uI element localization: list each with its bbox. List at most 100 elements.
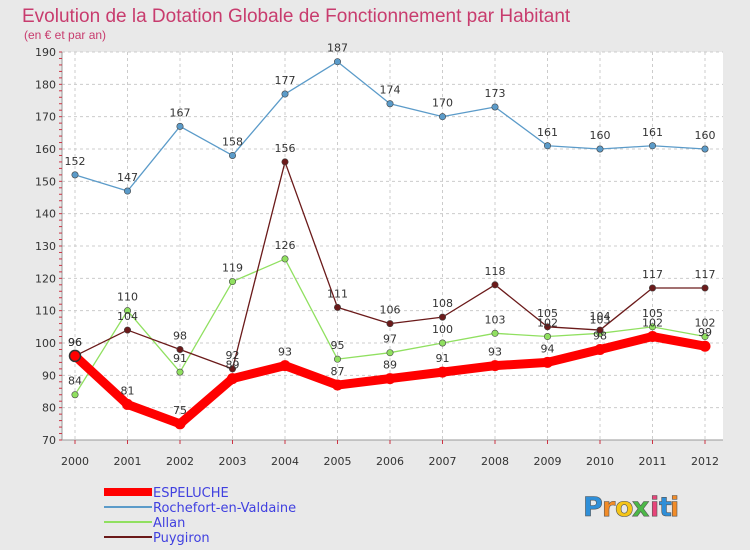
data-point <box>491 329 499 337</box>
logo-letter: o <box>615 492 634 523</box>
data-label: 174 <box>380 84 401 97</box>
data-label: 152 <box>65 155 86 168</box>
logo-letter: r <box>602 492 616 523</box>
legend-label: Rochefort-en-Valdaine <box>153 501 296 516</box>
data-label: 187 <box>327 42 348 55</box>
data-label: 102 <box>695 317 716 330</box>
data-label: 92 <box>226 349 240 362</box>
y-tick-label: 120 <box>35 272 56 285</box>
y-tick-label: 190 <box>35 46 56 59</box>
data-label: 173 <box>485 87 506 100</box>
data-label: 108 <box>432 297 453 310</box>
logo-letter: P <box>583 492 603 523</box>
data-point <box>71 171 79 179</box>
data-point <box>176 345 184 353</box>
x-tick-label: 2009 <box>534 455 562 468</box>
y-tick-label: 140 <box>35 208 56 221</box>
data-point <box>229 365 237 373</box>
data-label: 87 <box>331 365 345 378</box>
data-label: 102 <box>537 317 558 330</box>
data-point <box>386 349 394 357</box>
y-tick-label: 90 <box>42 369 56 382</box>
data-label: 103 <box>590 313 611 326</box>
x-tick-label: 2008 <box>481 455 509 468</box>
data-label: 167 <box>170 106 191 119</box>
data-point <box>648 142 656 150</box>
x-tick-label: 2012 <box>691 455 719 468</box>
data-label: 98 <box>593 329 607 342</box>
data-point <box>229 151 237 159</box>
data-point <box>333 58 341 66</box>
x-tick-label: 2011 <box>639 455 667 468</box>
y-axis-ticks: 70 80 90 100 110 120 130 140 150 160 170 180 190 <box>35 46 62 447</box>
data-label: 91 <box>173 352 187 365</box>
legend-label: Puygiron <box>153 531 210 546</box>
x-tick-label: 2001 <box>114 455 142 468</box>
data-label: 147 <box>117 171 138 184</box>
data-point <box>491 281 499 289</box>
data-point <box>647 331 658 343</box>
data-point <box>333 303 341 311</box>
data-point <box>489 360 501 372</box>
data-point <box>281 255 289 263</box>
data-point-start <box>68 349 82 363</box>
data-label: 96 <box>68 336 82 349</box>
data-point <box>281 158 289 166</box>
data-label: 100 <box>432 323 453 336</box>
chart-subtitle: (en € et par an) <box>24 28 106 42</box>
data-point <box>333 355 341 363</box>
data-point <box>437 366 448 378</box>
data-point <box>699 340 711 352</box>
data-point <box>543 142 551 150</box>
data-point <box>594 343 606 355</box>
data-label: 105 <box>537 307 558 320</box>
y-tick-label: 180 <box>35 78 56 91</box>
data-label: 103 <box>485 313 506 326</box>
gridlines <box>62 51 723 441</box>
data-point <box>542 356 553 368</box>
data-label: 95 <box>331 339 345 352</box>
data-label: 105 <box>642 307 663 320</box>
data-label: 156 <box>275 142 296 155</box>
data-label: 94 <box>541 342 555 355</box>
data-label: 93 <box>488 346 502 359</box>
x-tick-label: 2006 <box>376 455 404 468</box>
data-label: 161 <box>642 126 663 139</box>
data-point <box>384 373 396 385</box>
data-point <box>543 323 551 331</box>
series-group <box>68 58 711 430</box>
data-label: 102 <box>642 317 663 330</box>
y-tick-label: 70 <box>42 434 56 447</box>
data-point <box>648 323 656 331</box>
x-tick-label: 2004 <box>271 455 299 468</box>
data-point <box>701 333 709 341</box>
logo-letter: i <box>650 492 659 523</box>
legend-label: ESPELUCHE <box>153 486 229 501</box>
data-label: 106 <box>380 304 401 317</box>
data-label: 96 <box>68 336 82 349</box>
y-tick-label: 110 <box>35 305 56 318</box>
data-point <box>124 326 132 334</box>
data-point <box>227 373 238 385</box>
y-tick-label: 80 <box>42 402 56 415</box>
data-label: 104 <box>590 310 611 323</box>
data-label: 81 <box>121 384 135 397</box>
x-tick-label: 2005 <box>324 455 352 468</box>
data-point <box>648 284 656 292</box>
data-point <box>438 313 446 321</box>
data-point <box>279 360 291 372</box>
data-label: 99 <box>698 326 712 339</box>
data-label: 111 <box>327 287 348 300</box>
legend: ESPELUCHERochefort-en-ValdaineAllanPuygi… <box>104 486 296 546</box>
data-label: 119 <box>222 262 243 275</box>
data-point <box>124 187 132 195</box>
data-label: 89 <box>226 359 240 372</box>
data-label: 104 <box>117 310 138 323</box>
data-point <box>491 103 499 111</box>
data-point <box>281 90 289 98</box>
y-tick-label: 130 <box>35 240 56 253</box>
data-point <box>386 100 394 108</box>
